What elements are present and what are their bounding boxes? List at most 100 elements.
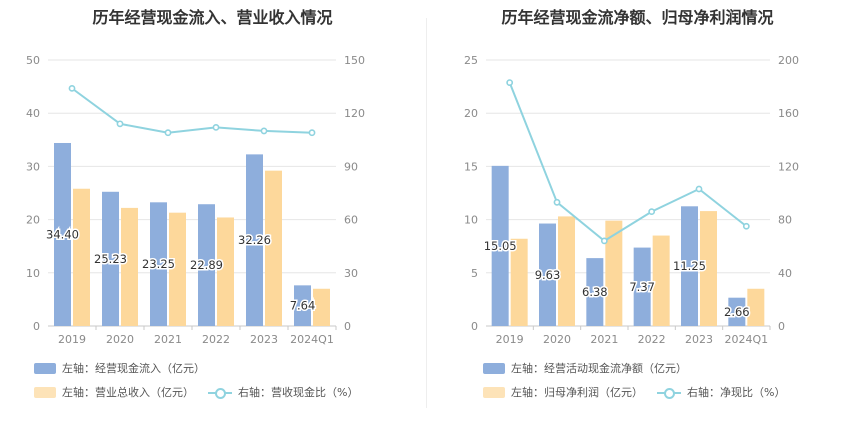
legend-swatch-orange: [483, 386, 505, 398]
ratio-point: [164, 129, 172, 137]
legend-item-net-cash-ratio[interactable]: 右轴：净现比（%）: [657, 384, 785, 400]
bar-data-label: 32.26: [238, 233, 271, 247]
x-axis-tick-label: 2020: [106, 333, 134, 346]
ratio-point: [212, 123, 220, 131]
bar-secondary: [747, 288, 765, 326]
x-axis-tick-label: 2024Q1: [725, 333, 769, 346]
bar-secondary: [605, 220, 623, 326]
bar-secondary: [121, 207, 138, 326]
bar-data-label: 23.25: [142, 257, 175, 271]
bar-data-label: 34.40: [46, 227, 79, 241]
cash-inflow-revenue-chart: 0 10 20 30 40 50 0 30 60 90 120 150 2019 2020 2021 2022…: [26, 54, 365, 346]
legend-line-icon: [657, 387, 681, 399]
x-axis-tick-label: 2023: [685, 333, 713, 346]
right-axis-tick-label: 150: [344, 54, 365, 67]
bar-primary: [491, 165, 509, 326]
right-axis-tick-label: 120: [344, 107, 365, 120]
legend-item-net-profit[interactable]: 左轴：归母净利润（亿元）: [483, 384, 643, 400]
ratio-point: [260, 127, 268, 135]
right-axis-tick-label: 80: [778, 214, 792, 227]
left-axis-tick-label: 20: [26, 214, 40, 227]
x-axis-tick-label: 2019: [58, 333, 86, 346]
legend-line-icon: [208, 387, 232, 399]
ratio-point: [553, 198, 561, 206]
legend-swatch-blue: [34, 362, 56, 374]
x-axis-tick-label: 2021: [154, 333, 182, 346]
bar-primary: [728, 297, 746, 326]
panel-divider: [426, 18, 427, 408]
chart-title: 历年经营现金流入、营业收入情况: [92, 8, 333, 27]
bar-secondary: [700, 211, 717, 326]
left-axis-tick-label: 15: [464, 160, 478, 173]
right-axis-tick-label: 200: [778, 54, 799, 67]
bar-secondary: [313, 288, 330, 326]
right-chart-panel: 历年经营现金流净额、归母净利润情况 0 5 10 15 20 25 0 40 80 120 160 2…: [425, 0, 850, 437]
left-axis-tick-label: 0: [471, 320, 478, 333]
legend-swatch-orange: [34, 386, 56, 398]
legend-row-2: 左轴：营业总收入（亿元） 右轴：营收现金比（%）: [34, 384, 372, 400]
bar-data-label: 7.64: [290, 299, 316, 313]
bar-primary: [294, 285, 311, 326]
bar-secondary: [169, 212, 186, 326]
bar-primary: [54, 142, 71, 326]
left-axis-tick-label: 5: [471, 267, 478, 280]
legend-row-1: 左轴：经营活动现金流净额（亿元）: [483, 360, 701, 376]
bar-secondary: [217, 217, 234, 326]
x-axis-tick-label: 2019: [496, 333, 524, 346]
left-axis-tick-label: 30: [26, 160, 40, 173]
ratio-line: [508, 82, 747, 243]
bar-data-label: 22.89: [190, 258, 223, 272]
right-axis-tick-label: 30: [344, 267, 358, 280]
bar-primary: [198, 204, 215, 326]
right-axis-tick-label: 0: [344, 320, 351, 333]
ratio-point: [308, 129, 316, 137]
bar-primary: [150, 202, 167, 326]
ratio-point: [506, 79, 514, 87]
right-axis-tick-label: 160: [778, 107, 799, 120]
legend-label: 左轴：营业总收入（亿元）: [62, 386, 194, 399]
bar-data-label: 9.63: [535, 268, 561, 282]
x-axis-tick-label: 2022: [202, 333, 230, 346]
left-axis-tick-label: 10: [26, 267, 40, 280]
bar-data-label: 7.37: [629, 280, 655, 294]
bar-data-label: 2.66: [724, 305, 750, 319]
ratio-point: [695, 185, 703, 193]
x-axis-tick-label: 2020: [543, 333, 571, 346]
legend-item-net-cash[interactable]: 左轴：经营活动现金流净额（亿元）: [483, 360, 687, 376]
bar-data-label: 15.05: [484, 239, 517, 253]
left-axis-tick-label: 40: [26, 107, 40, 120]
bar-secondary: [652, 235, 670, 326]
ratio-point: [600, 237, 608, 245]
right-axis-tick-label: 0: [778, 320, 785, 333]
right-axis-tick-label: 60: [344, 214, 358, 227]
legend-label: 左轴：经营活动现金流净额（亿元）: [511, 362, 687, 375]
left-axis-tick-label: 25: [464, 54, 478, 67]
bar-data-label: 6.38: [582, 285, 608, 299]
net-cash-profit-chart: 0 5 10 15 20 25 0 40 80 120 160 200 2019 2020 2021 2022…: [464, 54, 799, 346]
bar-data-label: 25.23: [94, 252, 127, 266]
legend-item-ratio[interactable]: 右轴：营收现金比（%）: [208, 384, 358, 400]
legend-swatch-blue: [483, 362, 505, 374]
right-axis-tick-label: 90: [344, 160, 358, 173]
right-axis-tick-label: 40: [778, 267, 792, 280]
bar-primary: [539, 223, 556, 326]
left-axis-tick-label: 10: [464, 214, 478, 227]
legend-label: 左轴：经营现金流入（亿元）: [62, 362, 205, 375]
ratio-point: [68, 84, 76, 92]
right-axis-tick-label: 120: [778, 160, 799, 173]
bar-primary: [246, 154, 263, 326]
legend-item-revenue[interactable]: 左轴：营业总收入（亿元）: [34, 384, 194, 400]
ratio-point: [648, 208, 656, 216]
ratio-point: [116, 120, 124, 128]
ratio-line: [71, 87, 313, 134]
bar-primary: [102, 191, 119, 326]
x-axis-tick-label: 2021: [590, 333, 618, 346]
bar-primary: [681, 206, 698, 326]
ratio-point: [742, 222, 750, 230]
bar-secondary: [558, 216, 575, 326]
bar-secondary: [265, 170, 282, 326]
left-axis-tick-label: 50: [26, 54, 40, 67]
legend-label: 右轴：营收现金比（%）: [238, 386, 359, 399]
x-axis-tick-label: 2022: [638, 333, 666, 346]
legend-item-cash-inflow[interactable]: 左轴：经营现金流入（亿元）: [34, 360, 205, 376]
